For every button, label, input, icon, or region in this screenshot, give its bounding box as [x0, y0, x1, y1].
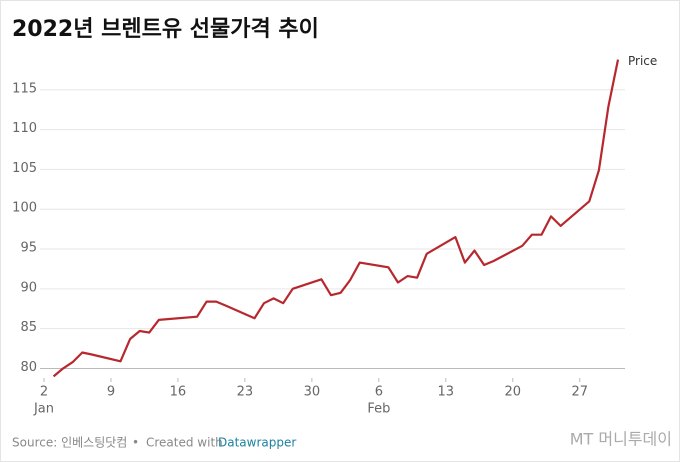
y-tick-label: 110 — [12, 121, 37, 136]
x-tick-label: 16 — [170, 385, 187, 400]
x-tick-label: 30 — [304, 385, 321, 400]
x-tick-label: 9 — [107, 385, 115, 400]
y-tick-label: 100 — [12, 201, 37, 216]
x-tick-label: 27 — [571, 385, 588, 400]
tool-link[interactable]: Datawrapper — [218, 436, 296, 450]
x-tick-label: 13 — [438, 385, 455, 400]
x-tick-label: 23 — [237, 385, 254, 400]
y-tick-label: 80 — [20, 360, 37, 375]
y-tick-label: 90 — [20, 280, 37, 295]
y-tick-label: 95 — [20, 241, 37, 256]
y-tick-label: 105 — [12, 161, 37, 176]
credit: Created with — [146, 436, 223, 450]
source: Source: 인베스팅닷컴 — [12, 436, 127, 450]
x-tick-label: 20 — [504, 385, 521, 400]
chart-title: 2022년 브렌트유 선물가격 추이 — [12, 17, 319, 42]
price-line — [52, 59, 620, 378]
separator: • — [132, 436, 139, 450]
y-tick-label: 115 — [12, 81, 37, 96]
watermark: MT 머니투데이 — [570, 430, 672, 449]
x-month-label: Jan — [33, 402, 54, 417]
series-label: Price — [628, 54, 657, 68]
y-tick-label: 85 — [20, 320, 37, 335]
x-month-label: Feb — [367, 402, 390, 417]
x-tick-label: 2 — [40, 385, 48, 400]
x-tick-label: 6 — [375, 385, 383, 400]
